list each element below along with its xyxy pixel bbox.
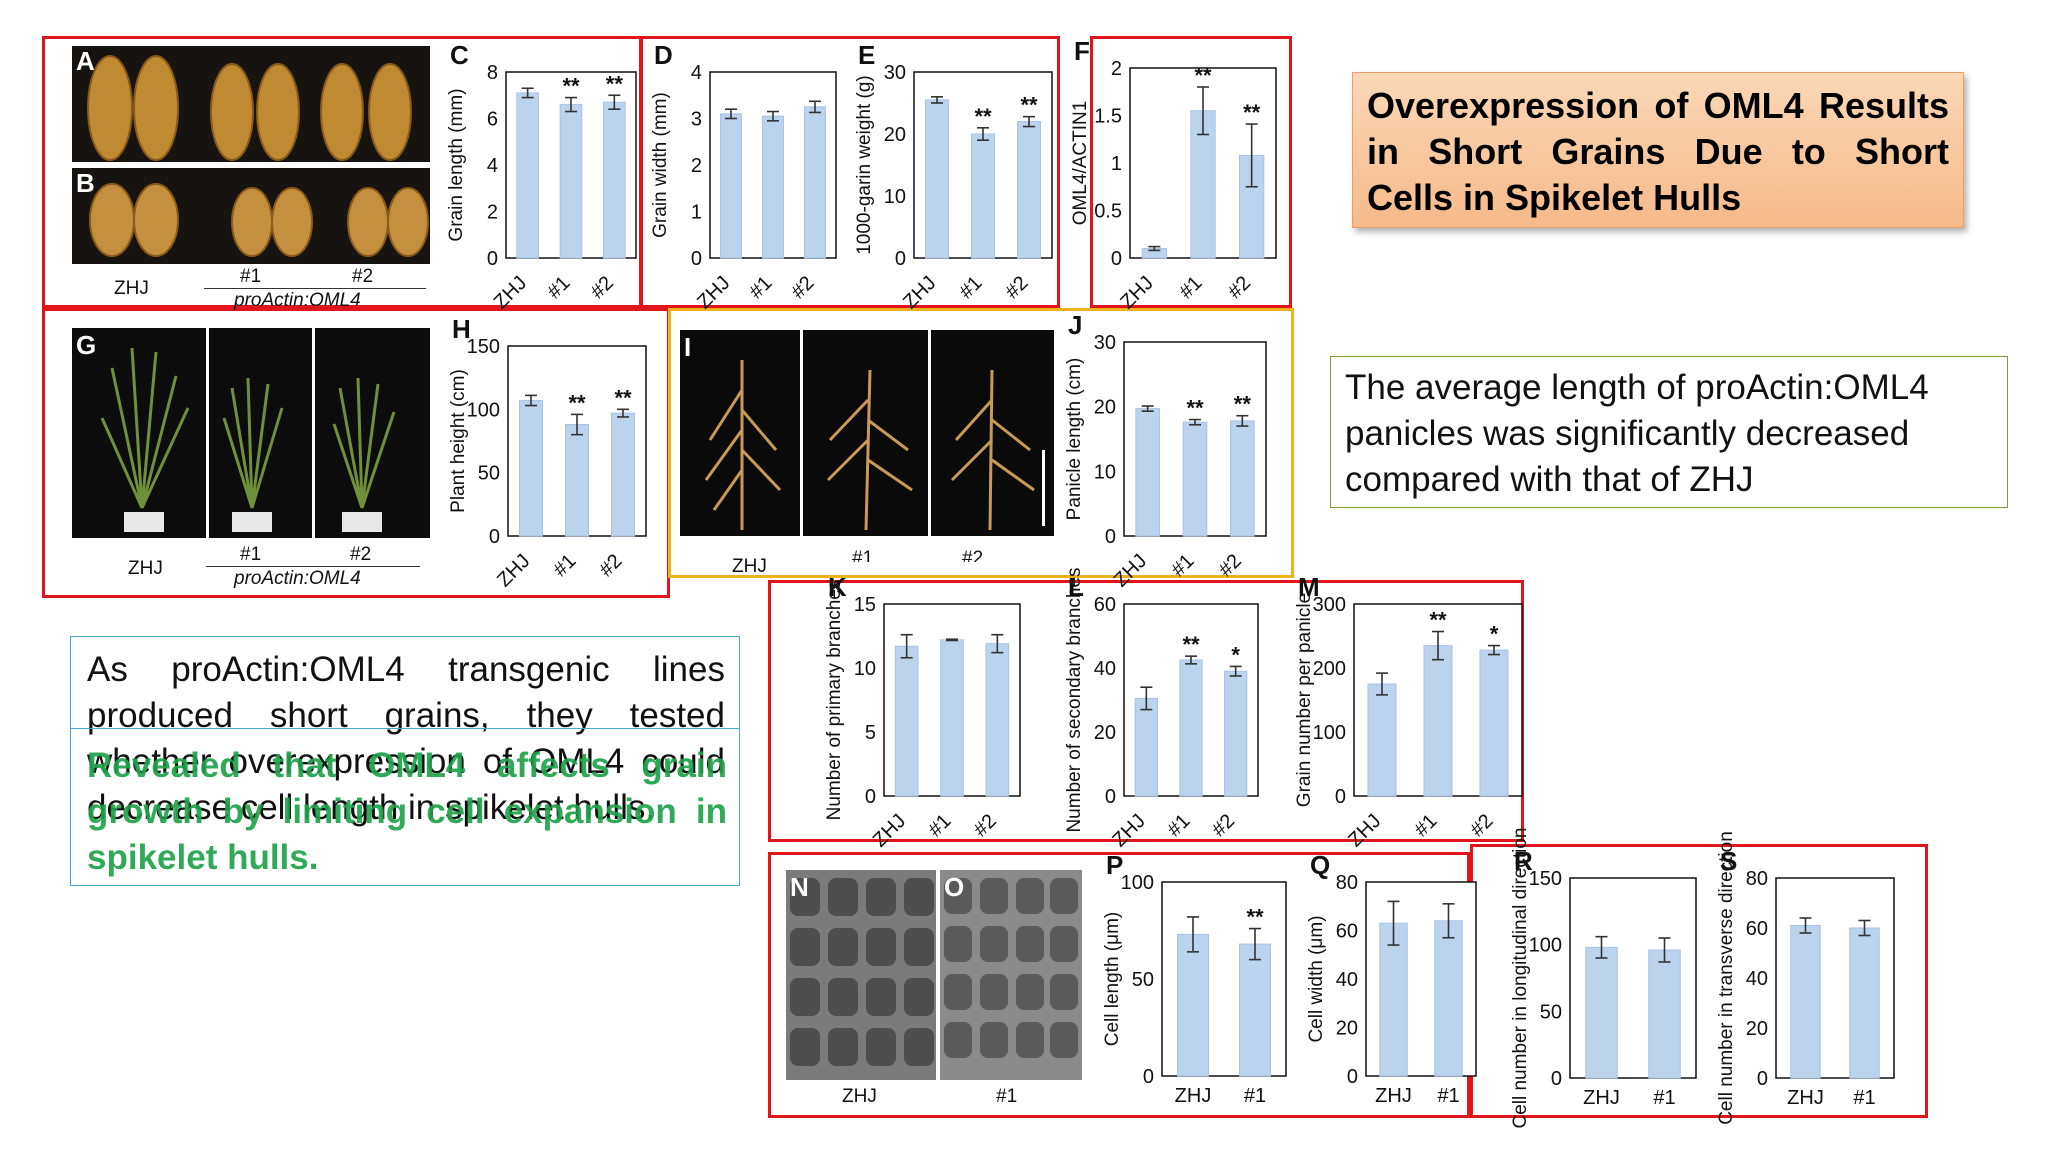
caption-zhj-n: ZHJ [842, 1086, 877, 1107]
caption-zhj-i: ZHJ [732, 556, 767, 574]
panicle-photo-i: I [680, 330, 1054, 536]
construct-underline-g [206, 566, 420, 567]
chart-f-ylabel: OML4/ACTIN1 [1070, 101, 1091, 226]
panel-letter-g: G [76, 330, 97, 360]
construct-underline-ab [204, 288, 426, 289]
sem-photo-o: O [940, 870, 1082, 1080]
grain-photo-a: A [72, 46, 430, 162]
caption-line2-ab: #2 [352, 266, 374, 287]
panel-letter-b: B [76, 168, 95, 198]
grain-photo-b: B [72, 168, 430, 264]
frame-def-panels [640, 36, 1060, 308]
caption-line2-g: #2 [350, 544, 372, 565]
caption-construct-ab: proActin:OML4 [234, 290, 361, 311]
caption-zhj-ab: ZHJ [114, 278, 149, 299]
caption-line1-ab: #1 [240, 266, 262, 287]
chart-f-panel-letter: F [1074, 36, 1090, 66]
panel-letter-o: O [944, 872, 965, 902]
panel-letter-i: I [684, 332, 692, 362]
frame-cellnumber-panels [1470, 844, 1928, 1118]
finding-box: Revealed that OML4 affects grain growth … [70, 728, 740, 886]
frame-branch-panels [768, 580, 1524, 842]
caption-line1-g: #1 [240, 544, 262, 565]
caption-line1-o: #1 [996, 1086, 1018, 1107]
panel-letter-a: A [76, 46, 95, 76]
caption-zhj-g: ZHJ [128, 558, 163, 579]
frame-panicle-panels [668, 308, 1294, 578]
plant-photo-g: G [72, 328, 430, 538]
caption-line1-i: #1 [852, 548, 874, 562]
panicle-note: The average length of proActin:OML4 pani… [1330, 356, 2008, 508]
caption-construct-g: proActin:OML4 [234, 568, 361, 589]
sem-photo-n: N [786, 870, 936, 1080]
caption-line2-i: #2 [962, 548, 984, 562]
slide-title: Overexpression of OML4 Results in Short … [1352, 72, 1964, 228]
panel-letter-n: N [790, 872, 809, 902]
finding-text: Revealed that OML4 affects grain growth … [87, 746, 727, 877]
frame-f-panel [1090, 36, 1292, 308]
